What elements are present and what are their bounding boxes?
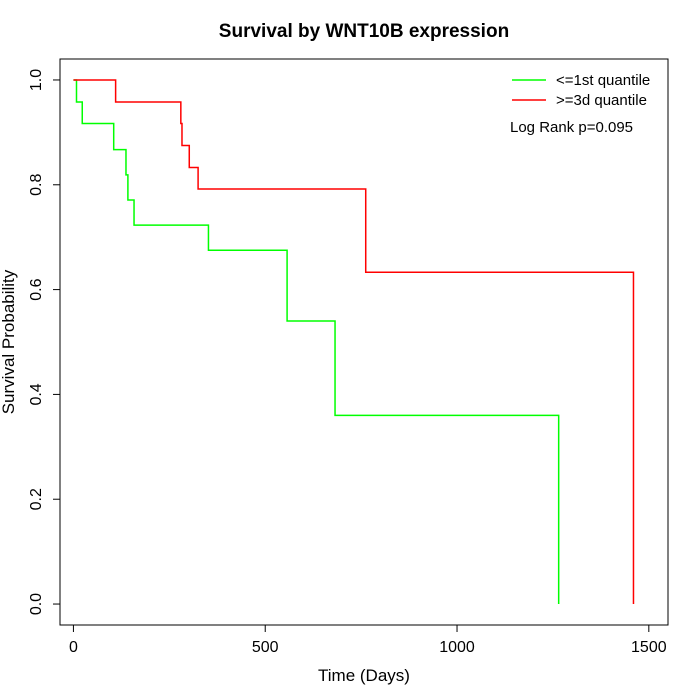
legend-label-low: <=1st quantile (556, 72, 650, 89)
y-tick-label: 0.6 (28, 278, 45, 300)
x-axis: 0 500 1000 1500 (69, 624, 667, 656)
series-line-1 (73, 79, 635, 605)
chart-title: Survival by WNT10B expression (219, 21, 509, 42)
y-tick-label: 0.4 (28, 383, 45, 405)
x-axis-label: Time (Days) (318, 666, 410, 685)
y-tick-label: 0.8 (28, 174, 45, 196)
legend-label-high: >=3d quantile (556, 92, 647, 109)
series-line-0 (73, 79, 560, 605)
x-tick-label: 0 (69, 639, 78, 656)
x-tick-label: 1500 (631, 639, 667, 656)
legend: <=1st quantile >=3d quantile (512, 72, 650, 109)
log-rank-annotation: Log Rank p=0.095 (510, 119, 633, 136)
y-tick-label: 1.0 (28, 69, 45, 91)
x-tick-label: 1000 (439, 639, 475, 656)
x-tick-label: 500 (252, 639, 279, 656)
y-axis-label: Survival Probability (0, 269, 18, 414)
y-axis: 0.0 0.2 0.4 0.6 0.8 1.0 (28, 69, 61, 615)
plot-frame (59, 58, 669, 626)
y-tick-label: 0.2 (28, 488, 45, 510)
series-layer (73, 79, 635, 605)
y-tick-label: 0.0 (28, 593, 45, 615)
